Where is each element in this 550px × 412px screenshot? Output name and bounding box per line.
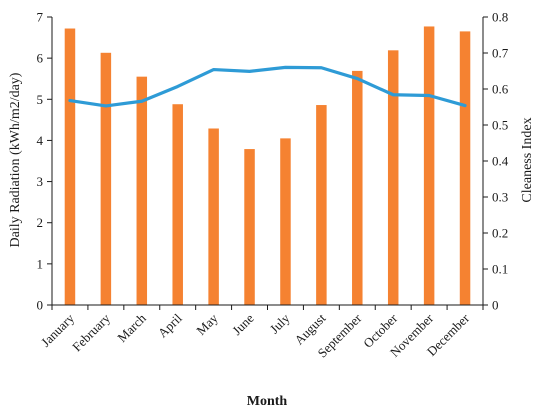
bar (208, 128, 219, 305)
y-tick-label: 3 (37, 174, 44, 189)
bar (387, 50, 399, 305)
y-tick-label: 4 (37, 133, 44, 148)
bar (280, 138, 291, 305)
y2-tick-label: 0.8 (492, 10, 508, 25)
x-tick-label: March (114, 310, 149, 345)
plot-area: 0123456700.10.20.30.40.50.60.70.8January… (37, 10, 509, 361)
y2-tick-label: 0.3 (492, 190, 508, 205)
y-tick-label: 1 (37, 256, 44, 271)
y2-tick-label: 0.6 (492, 82, 509, 97)
y2-tick-label: 0.7 (492, 46, 509, 61)
bar (316, 105, 327, 305)
x-tick-label: June (229, 310, 257, 338)
x-axis-title: Month (247, 394, 288, 409)
y2-tick-label: 0.5 (492, 118, 508, 133)
y-tick-label: 6 (37, 51, 44, 66)
bar (352, 70, 363, 305)
y2-tick-label: 0.2 (492, 226, 508, 241)
y2-tick-label: 0 (492, 298, 499, 313)
bar (136, 76, 148, 306)
bar (459, 31, 471, 306)
x-tick-label: July (267, 310, 293, 336)
y-tick-label: 0 (37, 298, 44, 313)
bar (64, 28, 76, 306)
bar (100, 52, 112, 306)
y-tick-label: 5 (37, 92, 44, 107)
cleaness-index-line (68, 65, 467, 108)
x-tick-label: April (155, 310, 185, 340)
y2-tick-label: 0.1 (492, 262, 508, 277)
bar (244, 149, 255, 305)
bar (423, 26, 435, 305)
bar (172, 104, 183, 305)
y2-tick-label: 0.4 (492, 154, 509, 169)
y2-axis-title: Cleaness Index (520, 117, 535, 202)
y-tick-label: 7 (37, 10, 44, 25)
y-axis-title: Daily Radiation (kWh/m2/day) (8, 72, 23, 247)
x-tick-label: May (193, 310, 221, 338)
x-tick-label: February (69, 310, 113, 354)
y-tick-label: 2 (37, 215, 44, 230)
